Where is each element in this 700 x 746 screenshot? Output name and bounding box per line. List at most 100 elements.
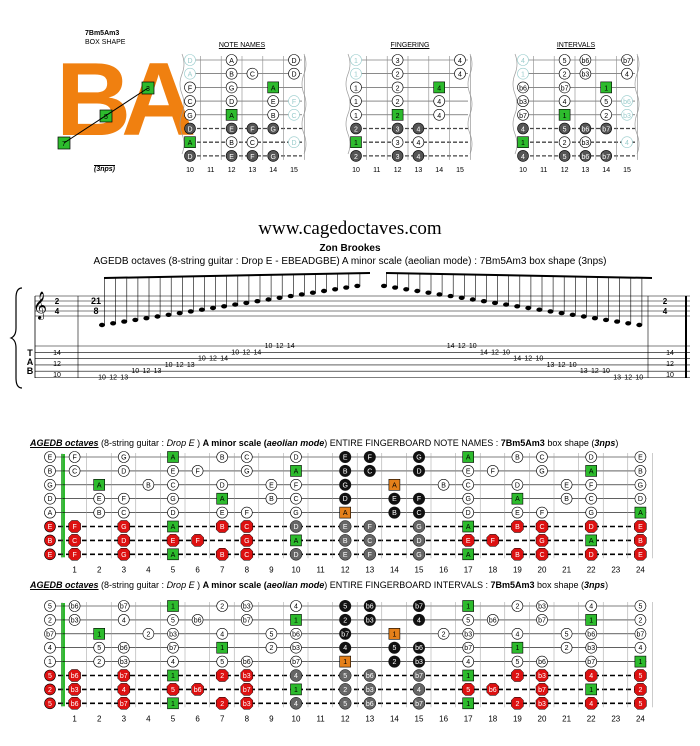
- board-root-marker: [462, 600, 475, 612]
- board-label: G: [638, 482, 643, 489]
- mini-label: A: [188, 140, 193, 147]
- time-sig-main: 21: [91, 296, 101, 306]
- mini-label: A: [271, 85, 276, 92]
- board-label: A: [466, 524, 471, 531]
- board-dark-marker: [388, 506, 401, 519]
- board-label: 5: [269, 631, 273, 638]
- board-fret-number: 6: [195, 565, 200, 574]
- board-dark-marker: [413, 506, 425, 519]
- board-dark-marker: [413, 655, 425, 668]
- staff-notehead: [187, 309, 194, 314]
- mini-dark-marker: [391, 122, 404, 135]
- board-root-marker: [585, 534, 598, 547]
- board-label: C: [589, 496, 594, 503]
- board-label: D: [589, 552, 594, 559]
- mini-marker: [517, 67, 529, 80]
- mini-label: D: [291, 140, 296, 147]
- mini-label: 5: [604, 99, 608, 106]
- tab-clef: B: [27, 366, 34, 376]
- mini-label: 2: [354, 127, 358, 134]
- board-dark-marker: [363, 451, 376, 463]
- staff-notehead: [603, 317, 609, 323]
- board-fret-number: 14: [390, 714, 399, 723]
- board-red-marker: [634, 669, 647, 682]
- title-part: ) ENTIRE FINGERBOARD INTERVALS :: [324, 580, 491, 590]
- board-root-marker: [388, 478, 401, 491]
- mini-edge: [179, 53, 185, 155]
- board-red-marker: [486, 683, 500, 696]
- board-marker: [290, 627, 302, 640]
- board-label: G: [416, 455, 421, 462]
- logo-finger-box: [57, 136, 71, 150]
- board-label: b6: [292, 631, 300, 638]
- board-root-marker: [462, 548, 475, 561]
- mini-label: G: [270, 154, 275, 161]
- staff-notehead: [558, 310, 565, 316]
- mini-marker: [600, 109, 613, 121]
- board-root-marker: [462, 697, 475, 710]
- mini-label: D: [187, 154, 192, 161]
- board-label: F: [589, 482, 593, 489]
- subtitle: AGEDB octaves (8-string guitar : Drop E …: [93, 256, 607, 267]
- board-red-marker: [634, 534, 647, 547]
- title-part: ): [194, 438, 203, 448]
- board-dark-marker: [413, 451, 425, 463]
- board-gray-marker: [412, 683, 426, 696]
- box-shape-label: BOX SHAPE: [85, 39, 126, 46]
- board-marker: [216, 506, 228, 519]
- mini-label: 4: [521, 127, 525, 134]
- board-fret-number: 21: [562, 714, 571, 723]
- tab-note: 10: [502, 349, 510, 356]
- board-marker: [462, 506, 475, 519]
- mini-fret-number: 12: [228, 167, 236, 174]
- board-label: b6: [489, 617, 497, 624]
- board-marker: [142, 478, 155, 491]
- time-sig-main: 8: [93, 306, 98, 316]
- board-label: 4: [589, 701, 593, 708]
- mini-label: F: [250, 127, 254, 134]
- tab-note: 14: [254, 349, 262, 356]
- mini-marker: [350, 81, 362, 94]
- mini-label: 4: [458, 58, 462, 65]
- time-sig: 4: [55, 307, 60, 316]
- mini-dark-marker: [267, 150, 280, 162]
- board-marker: [585, 627, 598, 640]
- mini-label: 4: [416, 127, 420, 134]
- mini-label: 4: [458, 72, 462, 79]
- tab-note: 12: [624, 375, 632, 382]
- board-root-marker: [167, 600, 179, 612]
- board-fret-number: 3: [122, 714, 127, 723]
- logo-finger-label: 5: [104, 114, 108, 121]
- open-string-label: A: [48, 510, 53, 517]
- open-string-label: b7: [46, 631, 54, 638]
- board-label: C: [244, 552, 249, 559]
- tab-number: 14: [53, 350, 61, 357]
- board-label: F: [491, 538, 495, 545]
- board-label: G: [121, 524, 126, 531]
- mini-label: A: [229, 58, 234, 65]
- mini-edge: [301, 53, 307, 155]
- mini-marker: [433, 109, 446, 121]
- board-marker: [167, 614, 179, 626]
- staff-notehead: [309, 290, 316, 295]
- board-marker: [118, 641, 130, 654]
- tab-note: 13: [154, 368, 162, 375]
- mini-label: G: [229, 85, 234, 92]
- board-label: 2: [565, 645, 569, 652]
- board-label: 4: [466, 659, 470, 666]
- board-marker: [167, 465, 179, 477]
- site-url[interactable]: www.cagedoctaves.com: [258, 218, 442, 239]
- mini-marker: [246, 136, 259, 148]
- staff-notehead: [525, 305, 532, 311]
- staff-notehead: [143, 316, 150, 321]
- board-label: b6: [587, 631, 595, 638]
- board-gray-marker: [412, 534, 426, 547]
- board-label: A: [392, 482, 397, 489]
- board-root-marker: [93, 478, 105, 491]
- mini-label: 5: [563, 127, 567, 134]
- title-part: aeolian mode: [266, 438, 325, 448]
- mini-label: E: [229, 154, 234, 161]
- beam: [103, 272, 371, 279]
- board-label: B: [220, 552, 225, 559]
- mini-dark-marker: [246, 122, 259, 135]
